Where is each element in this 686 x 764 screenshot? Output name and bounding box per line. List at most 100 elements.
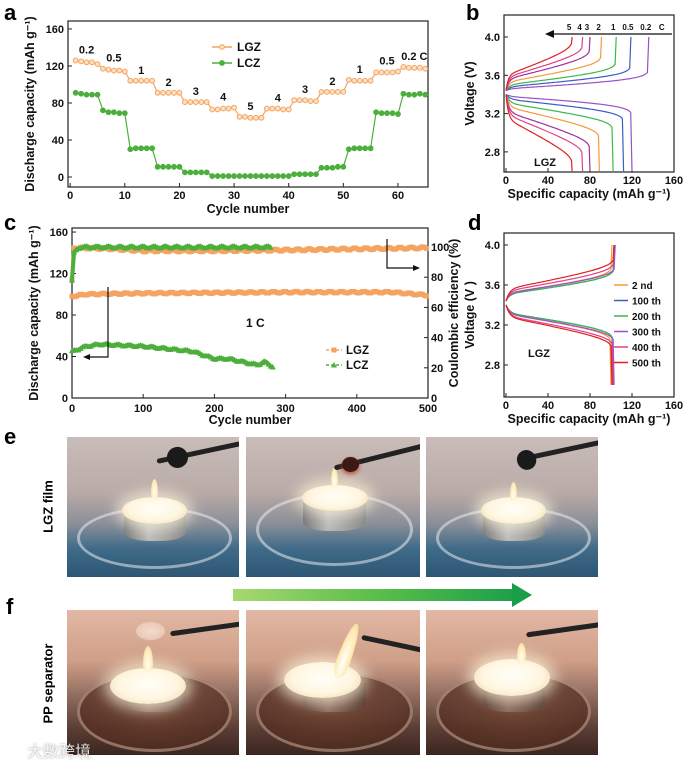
legend-marker [219,44,225,50]
y-axis-label: Discharge capacity (mAh g⁻¹) [27,225,41,400]
y-right-tick-label: 40 [431,333,443,345]
data-point-lgz [313,98,319,105]
legend-label: LCZ [237,56,260,70]
x-tick-label: 50 [337,190,349,202]
arrow-head-icon [545,30,554,38]
photo-lgz-film-2 [246,437,420,577]
x-tick-label: 400 [348,403,366,415]
x-tick-label: 30 [228,190,240,202]
chart-panel-d: 0 40 80 120 160 2.8 3.2 3.6 4.0 Specific capacity… [463,232,683,426]
data-point-lgz [198,99,205,105]
candle-flame [151,479,159,499]
y-right-tick-label: 60 [431,302,443,314]
legend-label: 2 nd [632,281,653,292]
rate-unit-label: C [659,23,665,32]
y-tick-label: 80 [56,310,68,322]
data-point-lgz [149,77,156,84]
data-point-lcz [356,145,363,152]
data-point-lgz [356,77,363,84]
data-point-lcz [127,146,134,153]
data-point-lgz [236,113,243,120]
data-point-lgz [318,88,325,95]
rate-label: 2 [165,77,171,89]
data-point-lcz [143,145,150,152]
photo-pp-separator-2 [246,610,420,755]
candle-flame [142,646,153,673]
plot-frame [503,232,675,398]
y-right-tick-label: 80 [431,272,443,284]
candle-flame [517,643,526,664]
rate-label: 0.2 C [401,51,427,63]
row-label-lgz-film: LGZ film [40,480,56,533]
y-right-tick-label: 0 [431,393,437,405]
legend-label: LGZ [237,40,261,54]
data-point-lgz [395,68,401,75]
data-point-lcz [318,164,325,171]
lgz-film-sample [341,456,360,472]
data-point-lcz [132,145,139,152]
data-point-lgz [340,88,347,95]
charge-curve [505,244,615,302]
rate-annotation: 1 C [246,316,265,330]
photo-lgz-film-1 [67,437,239,577]
data-point-lgz [422,65,429,72]
y-tick-label: 80 [52,98,64,110]
data-point-lcz [121,110,128,117]
data-point-lcz [302,171,308,178]
data-point-lgz [334,88,341,95]
data-point-lcz [258,173,265,179]
discharge-curve [505,94,600,172]
data-point-lgz [274,105,281,112]
discharge-curve [505,304,615,386]
x-tick-label: 120 [623,175,641,187]
discharge-curve [505,304,613,386]
y-tick-label: 2.8 [485,360,500,372]
candle-wax [122,497,188,524]
y-tick-label: 4.0 [485,32,500,44]
rate-label: 0.2 [79,44,94,56]
x-tick-label: 80 [584,400,596,412]
data-point-lgz [192,99,199,105]
x-tick-label: 0 [503,175,509,187]
chart-panel-b: 0 40 80 120 160 2.8 3.2 3.6 4.0 Specific capacity… [463,14,683,201]
data-point-lcz [198,169,205,176]
x-tick-label: 80 [584,175,596,187]
data-point-lgz [78,58,85,65]
charge-curve [505,36,591,91]
data-point-lcz [236,173,243,179]
discharge-curve [505,94,584,172]
data-point-lgz [160,89,166,96]
photo-pp-separator-1 [67,610,239,755]
data-point-lcz [313,171,319,178]
data-point-lcz [389,110,396,117]
legend-label: 400 th [632,343,661,354]
data-point-lcz [422,91,429,98]
arrow-head-icon [413,265,420,271]
panel-label-b: b [466,0,480,25]
data-point-lcz [165,163,172,170]
data-point-lgz [89,59,95,66]
legend-marker [219,60,225,66]
chart-panel-a: 0 10 20 30 40 50 60 0 40 80 120 160 Cycle number Disc… [23,16,429,216]
candle-wax [284,662,361,699]
x-tick-label: 300 [276,403,294,415]
rate-label: 3 [585,23,590,32]
watermark-logo-icon [6,743,24,762]
x-tick-label: 40 [542,175,554,187]
x-tick-label: 0 [67,190,73,202]
y-right-tick-label: 20 [431,363,443,375]
discharge-curve [505,94,573,172]
data-point-lcz [334,163,341,170]
data-point-lcz [105,109,112,116]
rate-label: 0.2 [640,23,652,32]
x-tick-label: 40 [542,400,554,412]
data-point-lgz [138,77,145,84]
watermark-text: 大数跨境 [27,742,92,761]
pp-separator-sample [135,621,166,641]
left-axis-indicator-arrow [88,287,109,358]
data-point-lgz [424,245,430,251]
x-tick-label: 0 [503,400,509,412]
charge-curve [505,36,617,91]
charge-curve [505,36,632,92]
